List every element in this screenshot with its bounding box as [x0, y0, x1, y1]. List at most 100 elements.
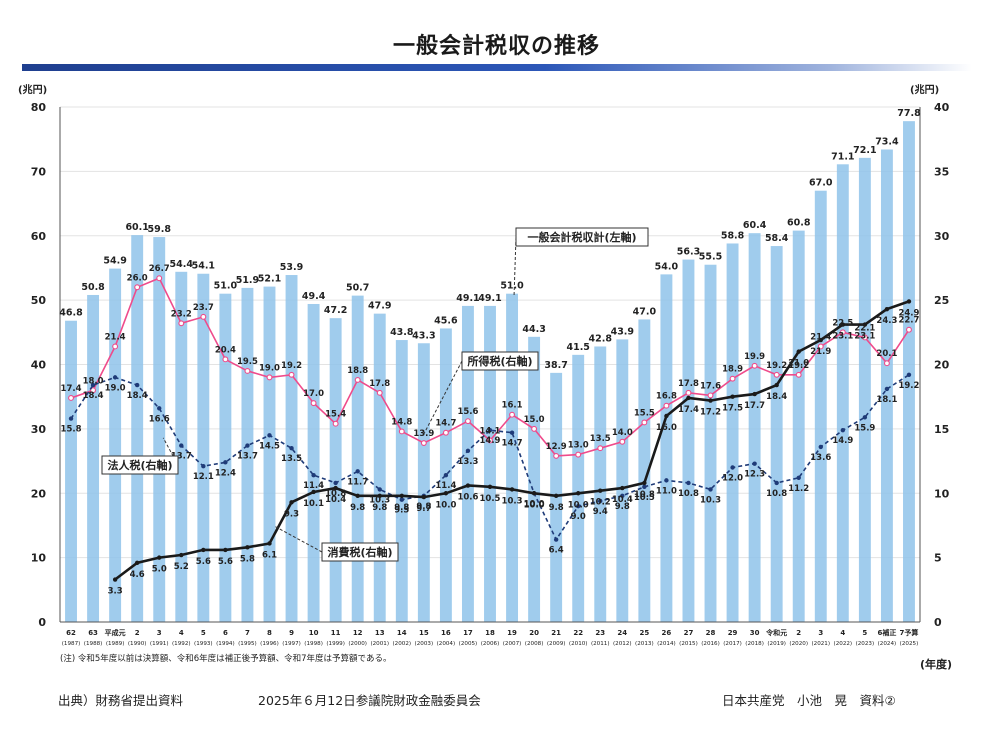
bar-value-label: 71.1 [831, 151, 854, 162]
bar-total-tax [484, 305, 496, 622]
point-value-label-income-tax: 21.4 [105, 332, 126, 342]
point-value-label-consumption-tax: 10.1 [303, 499, 324, 509]
bar-value-label: 60.8 [787, 218, 811, 229]
point-consumption-tax [245, 545, 250, 550]
point-consumption-tax [134, 560, 140, 565]
bar-value-label: 58.8 [721, 230, 745, 241]
point-value-label-income-tax: 13.5 [590, 434, 611, 444]
point-value-label-corporate-tax: 10.8 [766, 489, 787, 499]
x-tick-label: 19 [507, 629, 517, 637]
point-corporate-tax [465, 448, 471, 453]
point-corporate-tax [289, 445, 294, 451]
x-tick-year-label: (2025) [900, 641, 919, 647]
point-consumption-tax [531, 491, 537, 496]
point-consumption-tax [774, 382, 779, 388]
x-tick-year-label: (2000) [348, 641, 367, 647]
point-value-label-consumption-tax: 9.7 [416, 504, 431, 514]
bar-value-label: 54.9 [103, 256, 126, 267]
point-income-tax [354, 377, 361, 383]
x-tick-year-label: (2018) [745, 641, 764, 647]
point-corporate-tax [355, 469, 360, 474]
point-value-label-income-tax: 12.9 [546, 442, 567, 452]
point-value-label-consumption-tax: 17.2 [700, 408, 721, 418]
point-value-label-income-tax: 15.0 [524, 415, 545, 425]
point-corporate-tax [399, 497, 404, 502]
y-left-tick-label: 30 [31, 423, 47, 436]
x-tick-year-label: (1994) [216, 641, 235, 647]
bar-value-label: 43.8 [390, 327, 414, 338]
point-value-label-corporate-tax: 13.5 [281, 454, 302, 464]
x-tick-label: 28 [706, 629, 716, 637]
x-tick-label: 20 [529, 629, 539, 637]
point-value-label-corporate-tax: 19.0 [105, 383, 126, 393]
point-income-tax [751, 362, 758, 369]
point-value-label-corporate-tax: 10.3 [369, 495, 390, 505]
point-value-label-corporate-tax: 10.0 [524, 499, 545, 509]
bar-total-tax [373, 313, 386, 622]
x-tick-year-label: (2021) [811, 641, 830, 647]
point-value-label-corporate-tax: 18.4 [127, 391, 148, 401]
point-income-tax [310, 400, 317, 407]
point-value-label-corporate-tax: 9.4 [593, 507, 608, 517]
point-value-label-corporate-tax: 18.4 [83, 391, 104, 401]
point-value-label-corporate-tax: 11.4 [435, 481, 456, 491]
x-tick-label: 14 [397, 629, 407, 637]
x-tick-year-label: (2014) [657, 641, 676, 647]
bar-value-label: 38.7 [544, 360, 567, 371]
point-value-label-corporate-tax: 10.3 [700, 495, 721, 505]
x-tick-label: 26 [662, 629, 672, 637]
bar-value-label: 49.1 [456, 293, 479, 304]
point-consumption-tax [487, 484, 493, 490]
point-consumption-tax [421, 494, 427, 500]
point-income-tax [464, 418, 471, 425]
point-corporate-tax [708, 487, 713, 492]
x-tick-year-label: (1992) [172, 641, 191, 647]
x-tick-year-label: (2019) [767, 641, 786, 647]
point-value-label-corporate-tax: 14.5 [259, 441, 280, 451]
y-right-tick-label: 5 [934, 552, 942, 565]
series-line-corporate-tax [70, 374, 910, 542]
x-tick-label: 16 [441, 629, 451, 637]
bar-total-tax [461, 305, 474, 622]
point-income-tax [156, 275, 163, 282]
point-value-label-income-tax: 19.9 [744, 352, 765, 362]
bar-total-tax [153, 237, 166, 622]
callout-consumption-label: 消費税(右軸) [327, 545, 392, 559]
point-consumption-tax [840, 322, 846, 327]
x-tick-label: 7 [245, 629, 250, 637]
point-value-label-consumption-tax: 5.0 [152, 565, 167, 575]
chart-note: (注) 令和5年度以前は決算額、令和6年度は補正後予算額、令和7年度は予算額であ… [60, 654, 392, 664]
point-value-label-income-tax: 13.0 [568, 441, 589, 451]
point-value-label-income-tax: 14.1 [480, 426, 501, 436]
point-value-label-income-tax: 18.9 [722, 365, 743, 375]
x-tick-year-label: (2015) [679, 641, 698, 647]
point-corporate-tax [179, 443, 184, 448]
point-consumption-tax [818, 337, 823, 343]
bar-total-tax [726, 243, 739, 622]
x-tick-label: 3 [818, 629, 823, 637]
point-corporate-tax [201, 464, 206, 469]
point-corporate-tax [333, 480, 338, 486]
callout-income-pointer [423, 360, 463, 435]
point-value-label-consumption-tax: 4.6 [130, 570, 145, 580]
x-tick-year-label: (1991) [150, 641, 169, 647]
point-income-tax [707, 392, 714, 399]
bar-value-label: 58.4 [765, 233, 789, 244]
point-income-tax [332, 420, 339, 427]
point-consumption-tax [311, 489, 316, 495]
point-value-label-consumption-tax: 10.4 [612, 495, 633, 505]
y-right-tick-label: 30 [934, 230, 950, 243]
bar-total-tax [770, 246, 783, 623]
x-tick-label: 5 [862, 629, 867, 637]
point-income-tax [861, 334, 868, 341]
bar-value-label: 54.1 [192, 261, 215, 272]
point-value-label-corporate-tax: 11.2 [788, 484, 809, 494]
bar-value-label: 49.1 [478, 293, 501, 304]
point-income-tax [90, 387, 97, 394]
point-consumption-tax [509, 487, 515, 492]
point-consumption-tax [553, 493, 559, 499]
point-value-label-corporate-tax: 18.1 [876, 395, 897, 405]
callout-corporate-box [101, 455, 179, 475]
point-value-label-consumption-tax: 3.3 [108, 587, 123, 597]
